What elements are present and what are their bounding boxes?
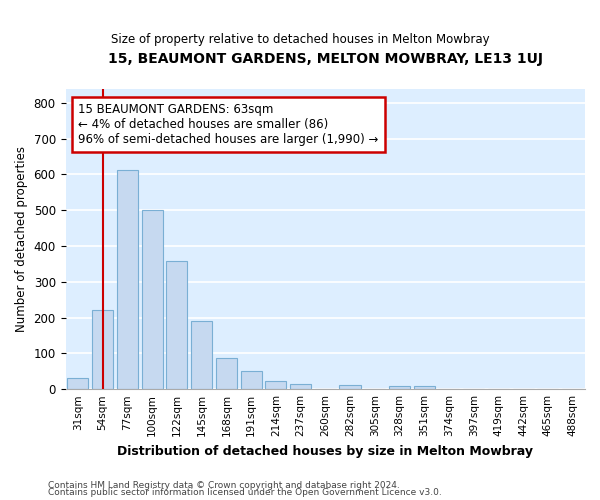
Bar [413,386,435,389]
Title: 15, BEAUMONT GARDENS, MELTON MOWBRAY, LE13 1UJ: 15, BEAUMONT GARDENS, MELTON MOWBRAY, LE… [108,52,543,66]
Text: Contains public sector information licensed under the Open Government Licence v3: Contains public sector information licen… [48,488,442,497]
Bar [216,358,237,389]
X-axis label: Distribution of detached houses by size in Melton Mowbray: Distribution of detached houses by size … [117,444,533,458]
Bar [142,210,163,389]
Bar [265,380,286,389]
Y-axis label: Number of detached properties: Number of detached properties [15,146,28,332]
Bar [92,310,113,389]
Bar [389,386,410,389]
Bar [166,261,187,389]
Bar [290,384,311,389]
Bar [191,321,212,389]
Bar [117,170,138,389]
Bar [340,385,361,389]
Bar [241,372,262,389]
Text: Size of property relative to detached houses in Melton Mowbray: Size of property relative to detached ho… [110,32,490,46]
Bar [67,378,88,389]
Text: Contains HM Land Registry data © Crown copyright and database right 2024.: Contains HM Land Registry data © Crown c… [48,480,400,490]
Text: 15 BEAUMONT GARDENS: 63sqm
← 4% of detached houses are smaller (86)
96% of semi-: 15 BEAUMONT GARDENS: 63sqm ← 4% of detac… [79,103,379,146]
